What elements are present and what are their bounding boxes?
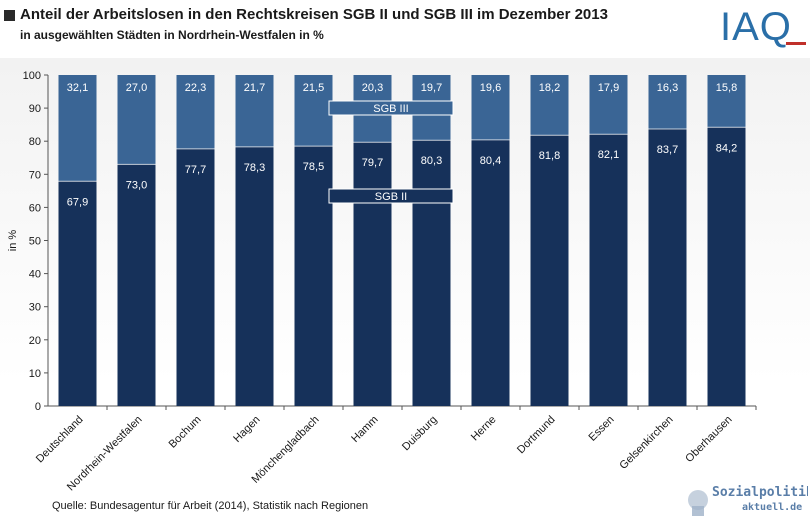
data-label-sgb3: 19,6 [480, 82, 501, 94]
iaq-logo: IAQ [720, 5, 806, 48]
category-label: Hagen [231, 414, 262, 445]
stacked-bar-chart: 0 10 20 30 40 50 60 70 80 90 100 in % 32,1 67,9 Deutsc… [7, 70, 757, 493]
y-tick-label: 0 [35, 401, 41, 413]
bar-sgb3 [648, 75, 687, 129]
data-label-sgb2: 81,8 [539, 150, 560, 162]
watermark-line1: Sozialpolitik- [712, 485, 808, 500]
data-label-sgb3: 21,5 [303, 82, 324, 94]
category-label: Oberhausen [683, 414, 734, 465]
title-marker [4, 10, 15, 21]
y-tick-label: 90 [29, 103, 41, 115]
bar-sgb3 [589, 75, 628, 135]
data-label-sgb2: 67,9 [67, 196, 88, 208]
bar-sgb2 [707, 127, 746, 406]
data-label-sgb2: 79,7 [362, 157, 383, 169]
bar-sgb2 [58, 181, 97, 406]
legend-label-sgb3: SGB III [373, 103, 408, 115]
y-axis-label: in % [7, 230, 19, 252]
data-label-sgb3: 20,3 [362, 82, 383, 94]
y-tick-label: 60 [29, 202, 41, 214]
chart-subtitle: in ausgewählten Städten in Nordrhein-Wes… [20, 28, 324, 42]
legend-box-sgb3 [328, 100, 454, 116]
data-label-sgb2: 84,2 [716, 142, 737, 154]
data-label-sgb3: 16,3 [657, 82, 678, 94]
bar-sgb2 [589, 134, 628, 406]
category-label: Mönchengladbach [250, 414, 322, 486]
data-label-sgb2: 83,7 [657, 144, 678, 156]
y-tick-label: 30 [29, 302, 41, 314]
bar-sgb2 [471, 139, 510, 406]
bar-sgb2 [117, 164, 156, 406]
chart-panel: 0 10 20 30 40 50 60 70 80 90 100 in % 32,1 67,9 Deutsc… [0, 58, 810, 521]
source-note: Quelle: Bundesagentur für Arbeit (2014),… [52, 500, 369, 512]
bar-sgb2 [412, 140, 451, 406]
bar-sgb3 [471, 75, 510, 140]
sozialpolitik-watermark: Sozialpolitik- aktuell.de [688, 485, 808, 516]
category-label: Duisburg [400, 414, 440, 454]
logo-text: IAQ [720, 5, 792, 48]
data-label-sgb3: 27,0 [126, 82, 147, 94]
bar-sgb2 [530, 135, 569, 406]
bar-sgb3 [707, 75, 746, 128]
category-label: Gelsenkirchen [617, 414, 675, 472]
data-label-sgb3: 32,1 [67, 82, 88, 94]
bar-sgb3 [235, 75, 274, 147]
y-tick-label: 50 [29, 236, 41, 248]
data-label-sgb3: 15,8 [716, 82, 737, 94]
data-label-sgb2: 73,0 [126, 179, 147, 191]
bar-sgb2 [235, 146, 274, 406]
bar-sgb3 [117, 75, 156, 165]
data-label-sgb3: 22,3 [185, 82, 206, 94]
bar-sgb2 [176, 148, 215, 407]
bar-sgb2 [294, 146, 333, 406]
y-tick-label: 20 [29, 335, 41, 347]
category-label: Deutschland [34, 414, 86, 466]
legend-label-sgb2: SGB II [375, 191, 407, 203]
data-label-sgb2: 80,3 [421, 155, 442, 167]
bar-sgb3 [530, 75, 569, 136]
category-label: Hamm [349, 414, 380, 445]
y-tick-label: 40 [29, 269, 41, 281]
y-tick-label: 70 [29, 169, 41, 181]
y-tick-label: 100 [23, 70, 41, 82]
category-label: Dortmund [515, 414, 558, 457]
data-label-sgb2: 77,7 [185, 164, 206, 176]
bar-sgb3 [176, 75, 215, 149]
data-label-sgb2: 78,5 [303, 161, 324, 173]
bar-sgb3 [58, 75, 97, 182]
bar-sgb2 [353, 142, 392, 406]
chart-title: Anteil der Arbeitslosen in den Rechtskre… [20, 6, 608, 23]
y-tick-label: 80 [29, 136, 41, 148]
data-label-sgb2: 78,3 [244, 162, 265, 174]
category-label: Bochum [167, 414, 204, 451]
watermark-line2: aktuell.de [742, 502, 802, 513]
legend-box-sgb2 [328, 188, 454, 204]
y-tick-label: 10 [29, 368, 41, 380]
data-label-sgb2: 80,4 [480, 155, 501, 167]
bar-sgb2 [648, 128, 687, 406]
data-label-sgb3: 21,7 [244, 82, 265, 94]
bar-sgb3 [294, 75, 333, 147]
data-label-sgb3: 19,7 [421, 82, 442, 94]
data-label-sgb3: 17,9 [598, 82, 619, 94]
category-label: Herne [469, 414, 499, 444]
data-label-sgb2: 82,1 [598, 149, 619, 161]
data-label-sgb3: 18,2 [539, 82, 560, 94]
category-label: Essen [587, 414, 617, 444]
